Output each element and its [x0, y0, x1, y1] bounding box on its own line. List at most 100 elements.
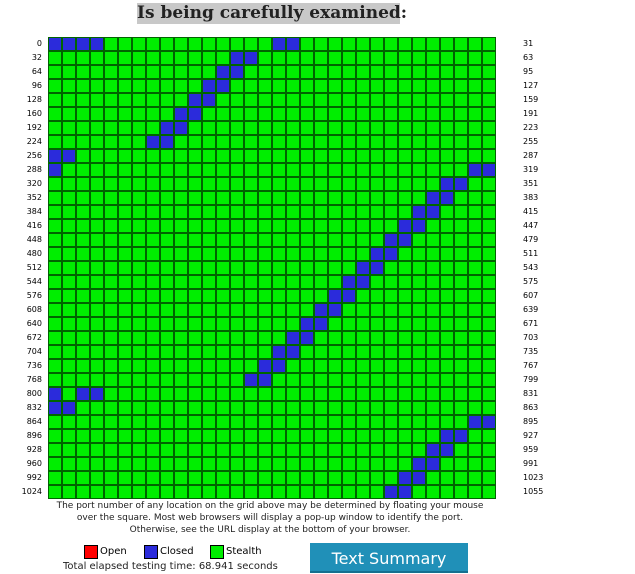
port-cell[interactable] [258, 191, 272, 205]
port-cell[interactable] [174, 65, 188, 79]
port-cell[interactable] [314, 93, 328, 107]
port-cell[interactable] [412, 415, 426, 429]
port-cell[interactable] [272, 233, 286, 247]
port-cell[interactable] [426, 107, 440, 121]
port-cell[interactable] [90, 401, 104, 415]
port-cell[interactable] [76, 485, 90, 499]
port-cell[interactable] [370, 247, 384, 261]
port-cell[interactable] [328, 303, 342, 317]
port-cell[interactable] [286, 135, 300, 149]
port-cell[interactable] [468, 415, 482, 429]
port-cell[interactable] [230, 275, 244, 289]
port-cell[interactable] [230, 457, 244, 471]
port-cell[interactable] [202, 289, 216, 303]
port-cell[interactable] [160, 415, 174, 429]
port-cell[interactable] [90, 135, 104, 149]
port-cell[interactable] [314, 275, 328, 289]
port-cell[interactable] [286, 149, 300, 163]
port-cell[interactable] [384, 177, 398, 191]
port-cell[interactable] [426, 261, 440, 275]
port-cell[interactable] [132, 485, 146, 499]
port-cell[interactable] [258, 429, 272, 443]
port-cell[interactable] [76, 233, 90, 247]
port-cell[interactable] [76, 261, 90, 275]
port-cell[interactable] [440, 485, 454, 499]
port-cell[interactable] [258, 275, 272, 289]
port-cell[interactable] [454, 289, 468, 303]
port-cell[interactable] [286, 345, 300, 359]
port-cell[interactable] [160, 317, 174, 331]
port-cell[interactable] [174, 177, 188, 191]
port-cell[interactable] [426, 443, 440, 457]
port-cell[interactable] [216, 219, 230, 233]
port-cell[interactable] [272, 471, 286, 485]
port-cell[interactable] [370, 457, 384, 471]
port-cell[interactable] [286, 415, 300, 429]
port-cell[interactable] [328, 233, 342, 247]
port-cell[interactable] [90, 415, 104, 429]
port-cell[interactable] [412, 65, 426, 79]
port-cell[interactable] [314, 303, 328, 317]
port-cell[interactable] [328, 443, 342, 457]
port-cell[interactable] [202, 79, 216, 93]
port-cell[interactable] [244, 219, 258, 233]
port-cell[interactable] [468, 303, 482, 317]
port-cell[interactable] [258, 79, 272, 93]
port-cell[interactable] [300, 205, 314, 219]
port-cell[interactable] [272, 135, 286, 149]
port-cell[interactable] [160, 65, 174, 79]
port-cell[interactable] [76, 373, 90, 387]
port-cell[interactable] [342, 429, 356, 443]
port-cell[interactable] [384, 345, 398, 359]
port-cell[interactable] [48, 51, 62, 65]
port-cell[interactable] [398, 177, 412, 191]
port-cell[interactable] [440, 219, 454, 233]
port-cell[interactable] [412, 471, 426, 485]
port-cell[interactable] [258, 401, 272, 415]
port-cell[interactable] [76, 275, 90, 289]
port-cell[interactable] [300, 373, 314, 387]
port-cell[interactable] [468, 205, 482, 219]
port-cell[interactable] [300, 457, 314, 471]
port-cell[interactable] [62, 163, 76, 177]
port-cell[interactable] [300, 317, 314, 331]
port-cell[interactable] [90, 457, 104, 471]
port-cell[interactable] [118, 457, 132, 471]
port-cell[interactable] [454, 65, 468, 79]
port-cell[interactable] [188, 205, 202, 219]
port-cell[interactable] [412, 121, 426, 135]
port-cell[interactable] [272, 317, 286, 331]
port-cell[interactable] [202, 443, 216, 457]
port-cell[interactable] [104, 79, 118, 93]
port-cell[interactable] [76, 289, 90, 303]
port-cell[interactable] [104, 247, 118, 261]
port-cell[interactable] [174, 261, 188, 275]
port-cell[interactable] [440, 303, 454, 317]
port-cell[interactable] [90, 219, 104, 233]
port-cell[interactable] [342, 51, 356, 65]
port-cell[interactable] [370, 219, 384, 233]
port-cell[interactable] [384, 373, 398, 387]
port-cell[interactable] [244, 485, 258, 499]
port-cell[interactable] [342, 387, 356, 401]
port-cell[interactable] [356, 275, 370, 289]
port-cell[interactable] [454, 303, 468, 317]
port-cell[interactable] [48, 275, 62, 289]
port-cell[interactable] [468, 177, 482, 191]
port-cell[interactable] [412, 163, 426, 177]
port-cell[interactable] [132, 93, 146, 107]
port-cell[interactable] [76, 471, 90, 485]
port-cell[interactable] [258, 303, 272, 317]
port-cell[interactable] [412, 429, 426, 443]
port-cell[interactable] [48, 65, 62, 79]
port-cell[interactable] [370, 261, 384, 275]
port-cell[interactable] [202, 37, 216, 51]
port-cell[interactable] [202, 387, 216, 401]
port-cell[interactable] [286, 205, 300, 219]
port-cell[interactable] [244, 415, 258, 429]
port-cell[interactable] [412, 261, 426, 275]
port-cell[interactable] [230, 93, 244, 107]
port-cell[interactable] [342, 93, 356, 107]
port-cell[interactable] [202, 191, 216, 205]
port-cell[interactable] [104, 135, 118, 149]
